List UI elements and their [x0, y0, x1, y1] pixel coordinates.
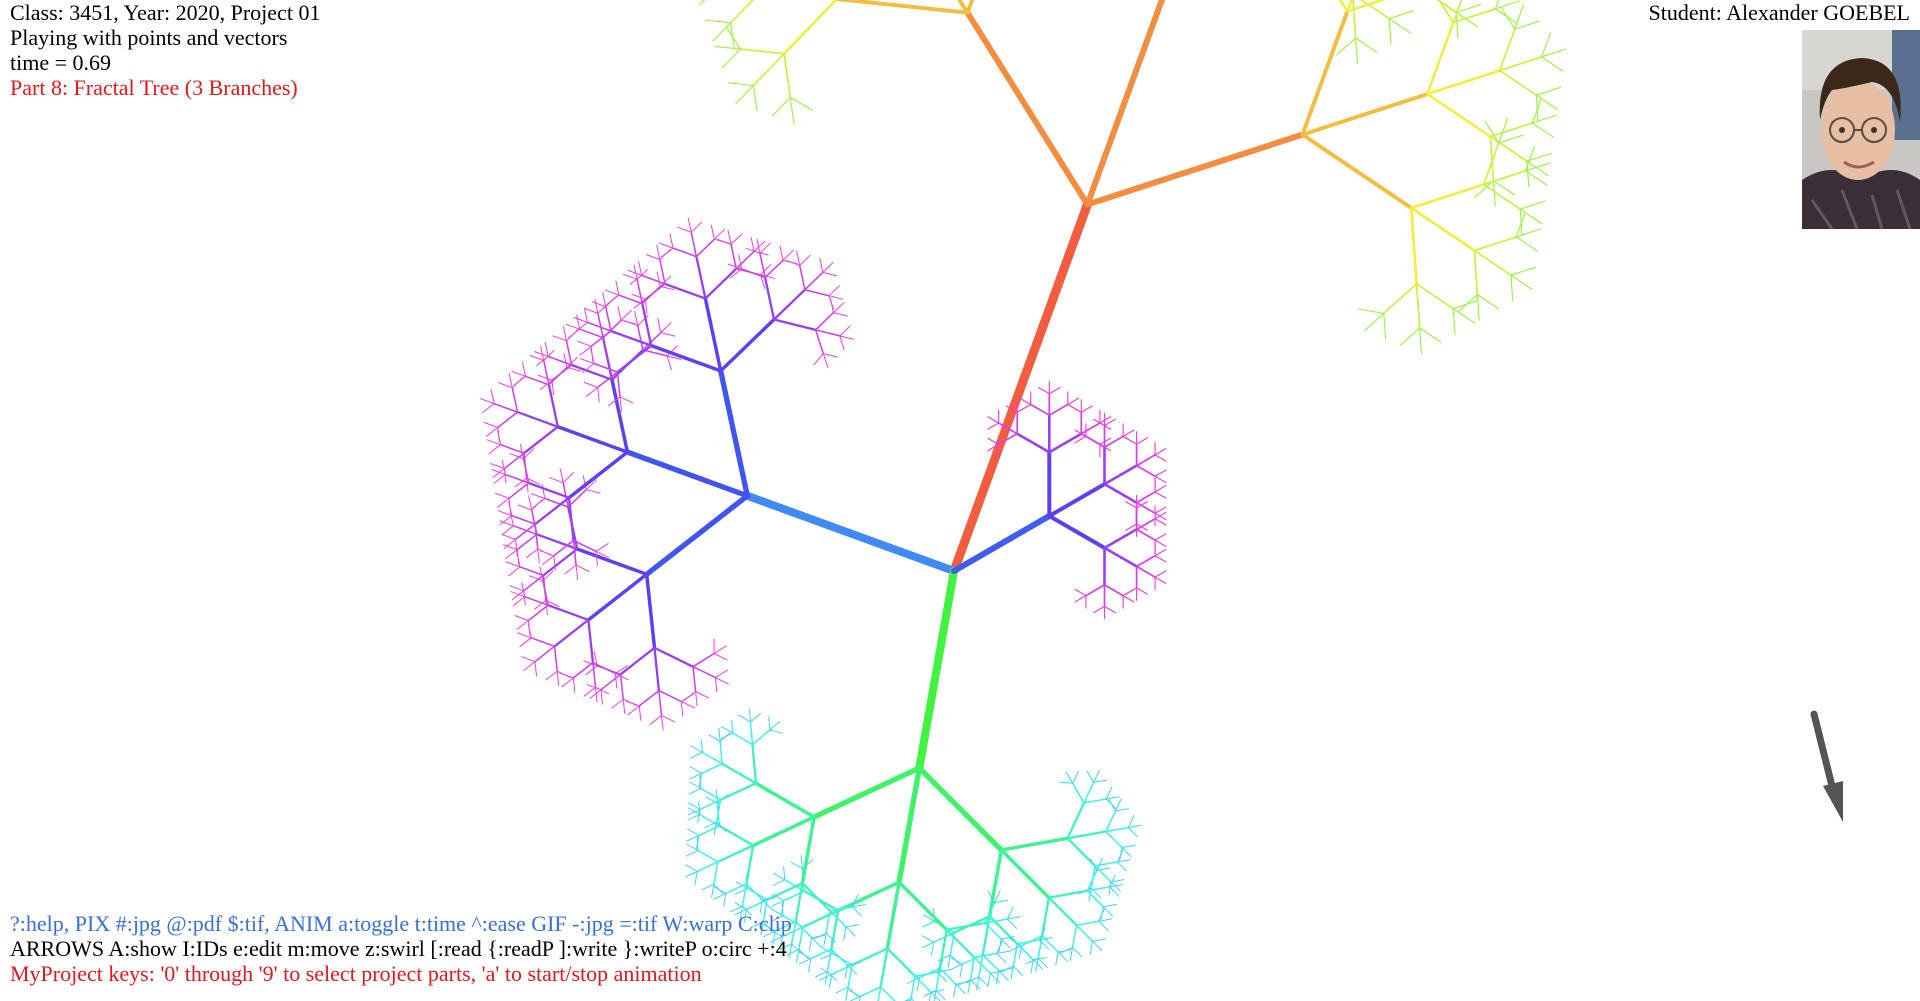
help-line: ?:help, PIX #:jpg @:pdf $:tif, ANIM a:to… [10, 911, 792, 936]
pointer-arrow-icon [1810, 710, 1843, 822]
student-photo [1802, 30, 1920, 229]
part-title: Part 8: Fractal Tree (3 Branches) [10, 75, 298, 100]
student-name: Student: Alexander GOEBEL [1648, 0, 1910, 25]
student-info: Student: Alexander GOEBEL [1648, 0, 1910, 25]
footer-help: ?:help, PIX #:jpg @:pdf $:tif, ANIM a:to… [10, 911, 792, 986]
header-info: Class: 3451, Year: 2020, Project 01 Play… [10, 0, 320, 100]
fractal-tree [480, 0, 1567, 1001]
course-line: Class: 3451, Year: 2020, Project 01 [10, 0, 321, 25]
keys-line: ARROWS A:show I:IDs e:edit m:move z:swir… [10, 936, 787, 961]
project-keys-line: MyProject keys: '0' through '9' to selec… [10, 961, 702, 986]
subtitle: Playing with points and vectors [10, 25, 288, 50]
time-readout: time = 0.69 [10, 50, 112, 75]
